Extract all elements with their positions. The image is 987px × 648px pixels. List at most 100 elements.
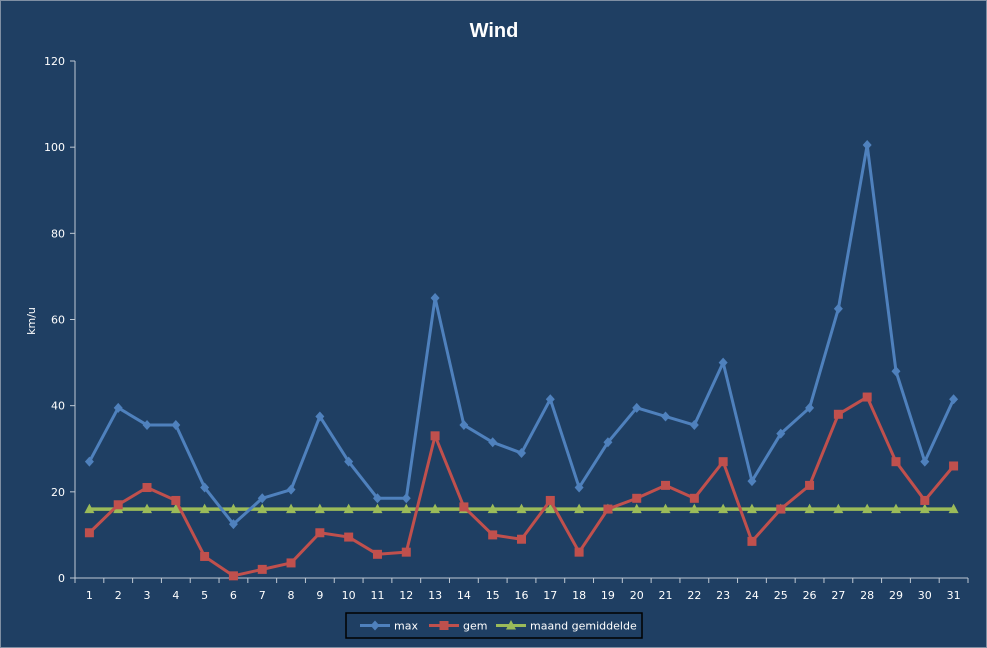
data-point-gem	[689, 493, 699, 503]
x-tick-label: 17	[543, 589, 557, 602]
legend-marker	[439, 621, 449, 630]
data-point-gem	[805, 480, 815, 490]
x-tick-label: 22	[687, 589, 701, 602]
x-tick-label: 5	[201, 589, 208, 602]
data-point-max	[315, 411, 325, 422]
data-point-gem	[517, 534, 526, 544]
data-point-gem	[84, 528, 94, 538]
data-point-max	[200, 482, 210, 493]
data-point-gem	[920, 495, 930, 505]
data-point-gem	[372, 549, 382, 559]
data-point-gem	[344, 532, 354, 542]
data-point-max	[574, 482, 584, 493]
x-tick-label: 3	[144, 589, 151, 602]
series-line-gem	[88, 395, 955, 578]
data-point-max	[84, 456, 94, 467]
x-tick-label: 10	[342, 589, 356, 602]
data-point-maand-gemiddelde	[545, 503, 556, 514]
data-point-maand-gemiddelde	[228, 503, 239, 514]
data-point-max	[891, 366, 901, 377]
data-point-maand-gemiddelde	[401, 503, 412, 514]
legend-entry-maand-gemiddelde: maand gemiddelde	[496, 620, 637, 633]
data-point-gem	[747, 536, 757, 546]
series-max	[84, 140, 959, 530]
legend-entry-gem: gem	[429, 620, 487, 633]
data-point-max	[142, 420, 152, 431]
data-point-max	[113, 402, 123, 413]
x-tick-label: 28	[860, 589, 874, 602]
legend-label: maand gemiddelde	[530, 620, 637, 633]
data-point-maand-gemiddelde	[199, 503, 210, 514]
data-point-gem	[718, 457, 728, 467]
y-tick-label: 100	[44, 141, 65, 154]
data-point-maand-gemiddelde	[257, 503, 268, 514]
x-tick-label: 29	[889, 589, 903, 602]
data-point-max	[603, 437, 613, 448]
x-tick-label: 18	[572, 589, 586, 602]
chart-title: Wind	[470, 20, 519, 42]
data-point-gem	[488, 530, 498, 540]
data-point-max	[718, 357, 728, 368]
x-tick-label: 2	[115, 589, 122, 602]
data-point-gem	[574, 547, 584, 557]
data-point-max	[488, 437, 498, 448]
data-point-gem	[401, 547, 411, 557]
y-tick-label: 40	[51, 400, 65, 413]
legend-box	[345, 612, 643, 639]
data-point-maand-gemiddelde	[286, 503, 297, 514]
data-point-gem	[315, 528, 325, 538]
data-point-gem	[142, 483, 152, 493]
series-gem	[84, 392, 959, 581]
data-point-maand-gemiddelde	[919, 503, 930, 514]
data-point-maand-gemiddelde	[574, 503, 585, 514]
y-tick-label: 0	[58, 572, 65, 585]
data-point-max	[372, 493, 382, 504]
data-point-max	[401, 493, 411, 504]
legend-entry-max: max	[360, 620, 418, 633]
data-point-max	[257, 493, 267, 504]
data-point-max	[228, 519, 238, 530]
x-tick-label: 12	[399, 589, 413, 602]
y-tick-label: 80	[51, 227, 65, 240]
x-tick-label: 1	[86, 589, 93, 602]
data-point-maand-gemiddelde	[84, 503, 95, 514]
x-tick-label: 30	[918, 589, 932, 602]
data-point-gem	[200, 551, 210, 561]
data-point-gem	[862, 392, 872, 402]
x-tick-label: 20	[630, 589, 644, 602]
data-point-max	[776, 428, 786, 439]
y-tick-label: 20	[51, 486, 65, 499]
data-point-maand-gemiddelde	[804, 503, 815, 514]
data-point-max	[805, 402, 815, 413]
x-tick-label: 16	[515, 589, 529, 602]
data-point-maand-gemiddelde	[746, 503, 757, 514]
data-point-maand-gemiddelde	[948, 503, 959, 514]
data-point-max	[920, 456, 930, 467]
data-point-max	[517, 448, 526, 459]
data-point-gem	[949, 461, 959, 471]
data-point-max	[862, 140, 872, 151]
data-point-maand-gemiddelde	[487, 503, 498, 514]
series-layer	[84, 140, 959, 581]
data-point-max	[747, 476, 757, 487]
data-point-maand-gemiddelde	[343, 503, 354, 514]
x-tick-label: 4	[172, 589, 179, 602]
data-point-gem	[833, 409, 843, 419]
y-tick-label: 60	[51, 314, 65, 327]
x-tick-label: 11	[370, 589, 384, 602]
data-point-gem	[113, 500, 123, 510]
data-point-gem	[661, 480, 671, 490]
data-point-maand-gemiddelde	[430, 503, 441, 514]
data-point-max	[661, 411, 671, 422]
data-point-gem	[171, 495, 181, 505]
data-point-max	[344, 456, 354, 467]
x-tick-label: 25	[774, 589, 788, 602]
x-tick-label: 21	[659, 589, 673, 602]
data-point-gem	[891, 457, 901, 467]
data-point-maand-gemiddelde	[314, 503, 325, 514]
data-point-maand-gemiddelde	[890, 503, 901, 514]
data-point-max	[430, 292, 440, 303]
